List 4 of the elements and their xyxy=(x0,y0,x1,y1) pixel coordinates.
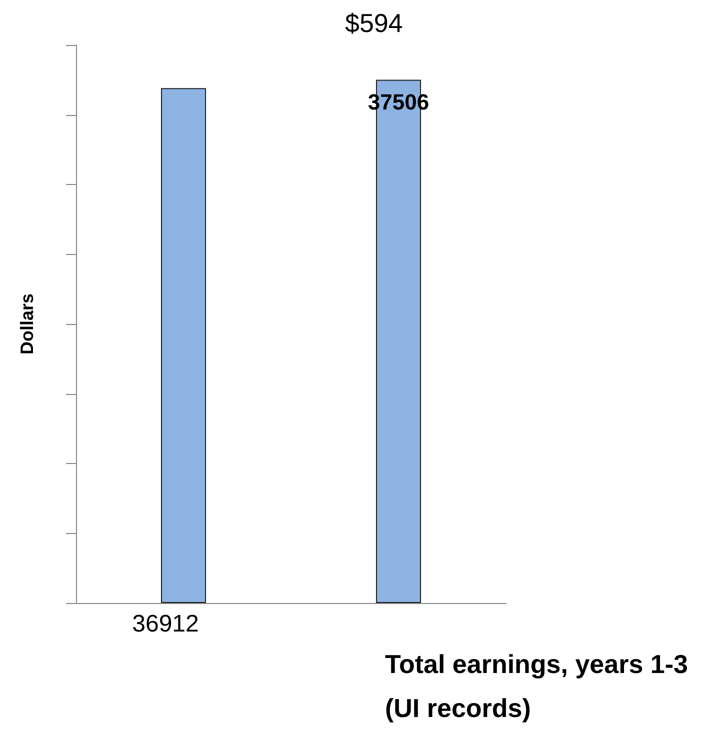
text: $594 xyxy=(345,8,403,38)
data-label: 36912 xyxy=(132,610,199,638)
x-axis-title: Total earnings, years 1-3 (UI records) xyxy=(385,649,688,723)
y-axis-title: Dollars xyxy=(17,293,37,355)
